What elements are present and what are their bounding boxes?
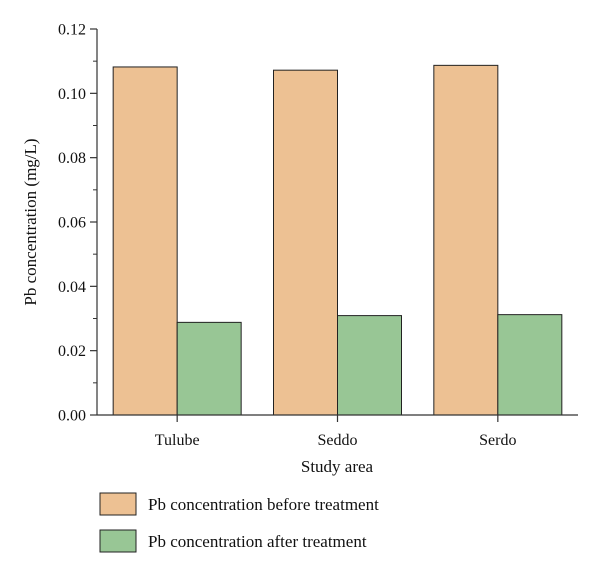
bar-serdo-series-1 (433, 64, 499, 416)
y-tick-label: 0.12 (58, 22, 86, 39)
y-tick-label: 0.02 (58, 343, 86, 360)
legend-swatch-1 (99, 492, 137, 516)
legend-swatch-2 (99, 529, 137, 553)
y-tick-label: 0.08 (58, 150, 86, 167)
y-tick-label: 0.00 (58, 408, 86, 425)
legend: Pb concentration before treatment Pb conc… (99, 492, 379, 553)
bar-seddo-series-1 (273, 69, 338, 416)
y-tick-label: 0.10 (58, 86, 86, 103)
y-tick-label: 0.04 (58, 279, 86, 296)
bar-tulube-series-1 (112, 66, 178, 416)
y-tick-label: 0.06 (58, 215, 86, 232)
x-tick-label-serdo: Serdo (479, 432, 516, 449)
x-axis-title: Study area (301, 457, 374, 476)
bar-tulube-series-2 (176, 321, 242, 416)
x-axis-ticks: Tulube Seddo Serdo (155, 415, 516, 449)
bars (112, 64, 563, 416)
legend-label-1: Pb concentration before treatment (148, 495, 379, 514)
bar-seddo-series-2 (337, 315, 402, 416)
legend-label-2: Pb concentration after treatment (148, 532, 367, 551)
y-axis-title: Pb concentration (mg/L) (21, 138, 40, 305)
x-tick-label-seddo: Seddo (318, 432, 358, 449)
y-axis-ticks: 0.00 0.02 0.04 0.06 0.08 0.10 0.12 (58, 22, 97, 425)
x-tick-label-tulube: Tulube (155, 432, 200, 449)
bar-serdo-series-2 (497, 314, 563, 416)
